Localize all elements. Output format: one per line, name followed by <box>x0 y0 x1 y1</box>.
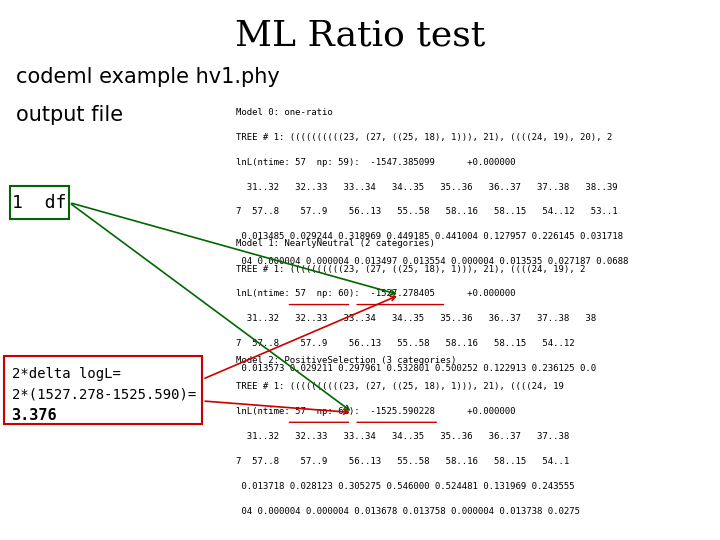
Text: 7  57..8    57..9    56..13   55..58   58..16   58..15   54..12: 7 57..8 57..9 56..13 55..58 58..16 58..1… <box>236 339 575 348</box>
Text: 3.376: 3.376 <box>12 408 57 423</box>
FancyBboxPatch shape <box>4 356 202 424</box>
Text: 0.013485 0.029244 0.318969 0.449185 0.441004 0.127957 0.226145 0.031718: 0.013485 0.029244 0.318969 0.449185 0.44… <box>236 232 623 241</box>
FancyBboxPatch shape <box>10 186 69 219</box>
Text: 04 0.000004 0.000004 0.013497 0.013554 0.000004 0.013535 0.027187 0.0688: 04 0.000004 0.000004 0.013497 0.013554 0… <box>236 257 629 266</box>
Text: 7  57..8    57..9    56..13   55..58   58..16   58..15   54..12   53..1: 7 57..8 57..9 56..13 55..58 58..16 58..1… <box>236 207 618 217</box>
Text: output file: output file <box>16 105 123 125</box>
Text: 7  57..8    57..9    56..13   55..58   58..16   58..15   54..1: 7 57..8 57..9 56..13 55..58 58..16 58..1… <box>236 457 570 466</box>
Text: 2*delta logL=: 2*delta logL= <box>12 367 120 381</box>
Text: lnL(ntime: 57  np: 59):  -1547.385099      +0.000000: lnL(ntime: 57 np: 59): -1547.385099 +0.0… <box>236 158 516 167</box>
Text: Model 1: NearlyNeutral (2 categories): Model 1: NearlyNeutral (2 categories) <box>236 239 435 248</box>
Text: Model 2: PositiveSelection (3 categories): Model 2: PositiveSelection (3 categories… <box>236 356 456 366</box>
Text: 31..32   32..33   33..34   34..35   35..36   36..37   37..38   38: 31..32 32..33 33..34 34..35 35..36 36..3… <box>236 314 596 323</box>
Text: TREE # 1: ((((((((((23, (27, ((25, 18), 1))), 21), ((((24, 19: TREE # 1: ((((((((((23, (27, ((25, 18), … <box>236 382 564 392</box>
Text: TREE # 1: ((((((((((23, (27, ((25, 18), 1))), 21), ((((24, 19), 20), 2: TREE # 1: ((((((((((23, (27, ((25, 18), … <box>236 133 613 142</box>
Text: 1  df: 1 df <box>12 193 67 212</box>
Text: lnL(ntime: 57  np: 60):  -1527.278405      +0.000000: lnL(ntime: 57 np: 60): -1527.278405 +0.0… <box>236 289 516 299</box>
Text: TREE # 1: ((((((((((23, (27, ((25, 18), 1))), 21), ((((24, 19), 2: TREE # 1: ((((((((((23, (27, ((25, 18), … <box>236 265 585 274</box>
Text: ML Ratio test: ML Ratio test <box>235 18 485 52</box>
Text: 0.013718 0.028123 0.305275 0.546000 0.524481 0.131969 0.243555: 0.013718 0.028123 0.305275 0.546000 0.52… <box>236 482 575 491</box>
Text: 31..32   32..33   33..34   34..35   35..36   36..37   37..38   38..39: 31..32 32..33 33..34 34..35 35..36 36..3… <box>236 183 618 192</box>
Text: 31..32   32..33   33..34   34..35   35..36   36..37   37..38: 31..32 32..33 33..34 34..35 35..36 36..3… <box>236 432 570 441</box>
Text: 0.013573 0.029211 0.297961 0.532801 0.500252 0.122913 0.236125 0.0: 0.013573 0.029211 0.297961 0.532801 0.50… <box>236 364 596 373</box>
Text: 2*(1527.278-1525.590)=: 2*(1527.278-1525.590)= <box>12 388 196 402</box>
Text: codeml example hv1.phy: codeml example hv1.phy <box>16 66 279 87</box>
Text: lnL(ntime: 57  np: 62):  -1525.590228      +0.000000: lnL(ntime: 57 np: 62): -1525.590228 +0.0… <box>236 407 516 416</box>
Text: Model 0: one-ratio: Model 0: one-ratio <box>236 108 333 117</box>
Text: 04 0.000004 0.000004 0.013678 0.013758 0.000004 0.013738 0.0275: 04 0.000004 0.000004 0.013678 0.013758 0… <box>236 507 580 516</box>
